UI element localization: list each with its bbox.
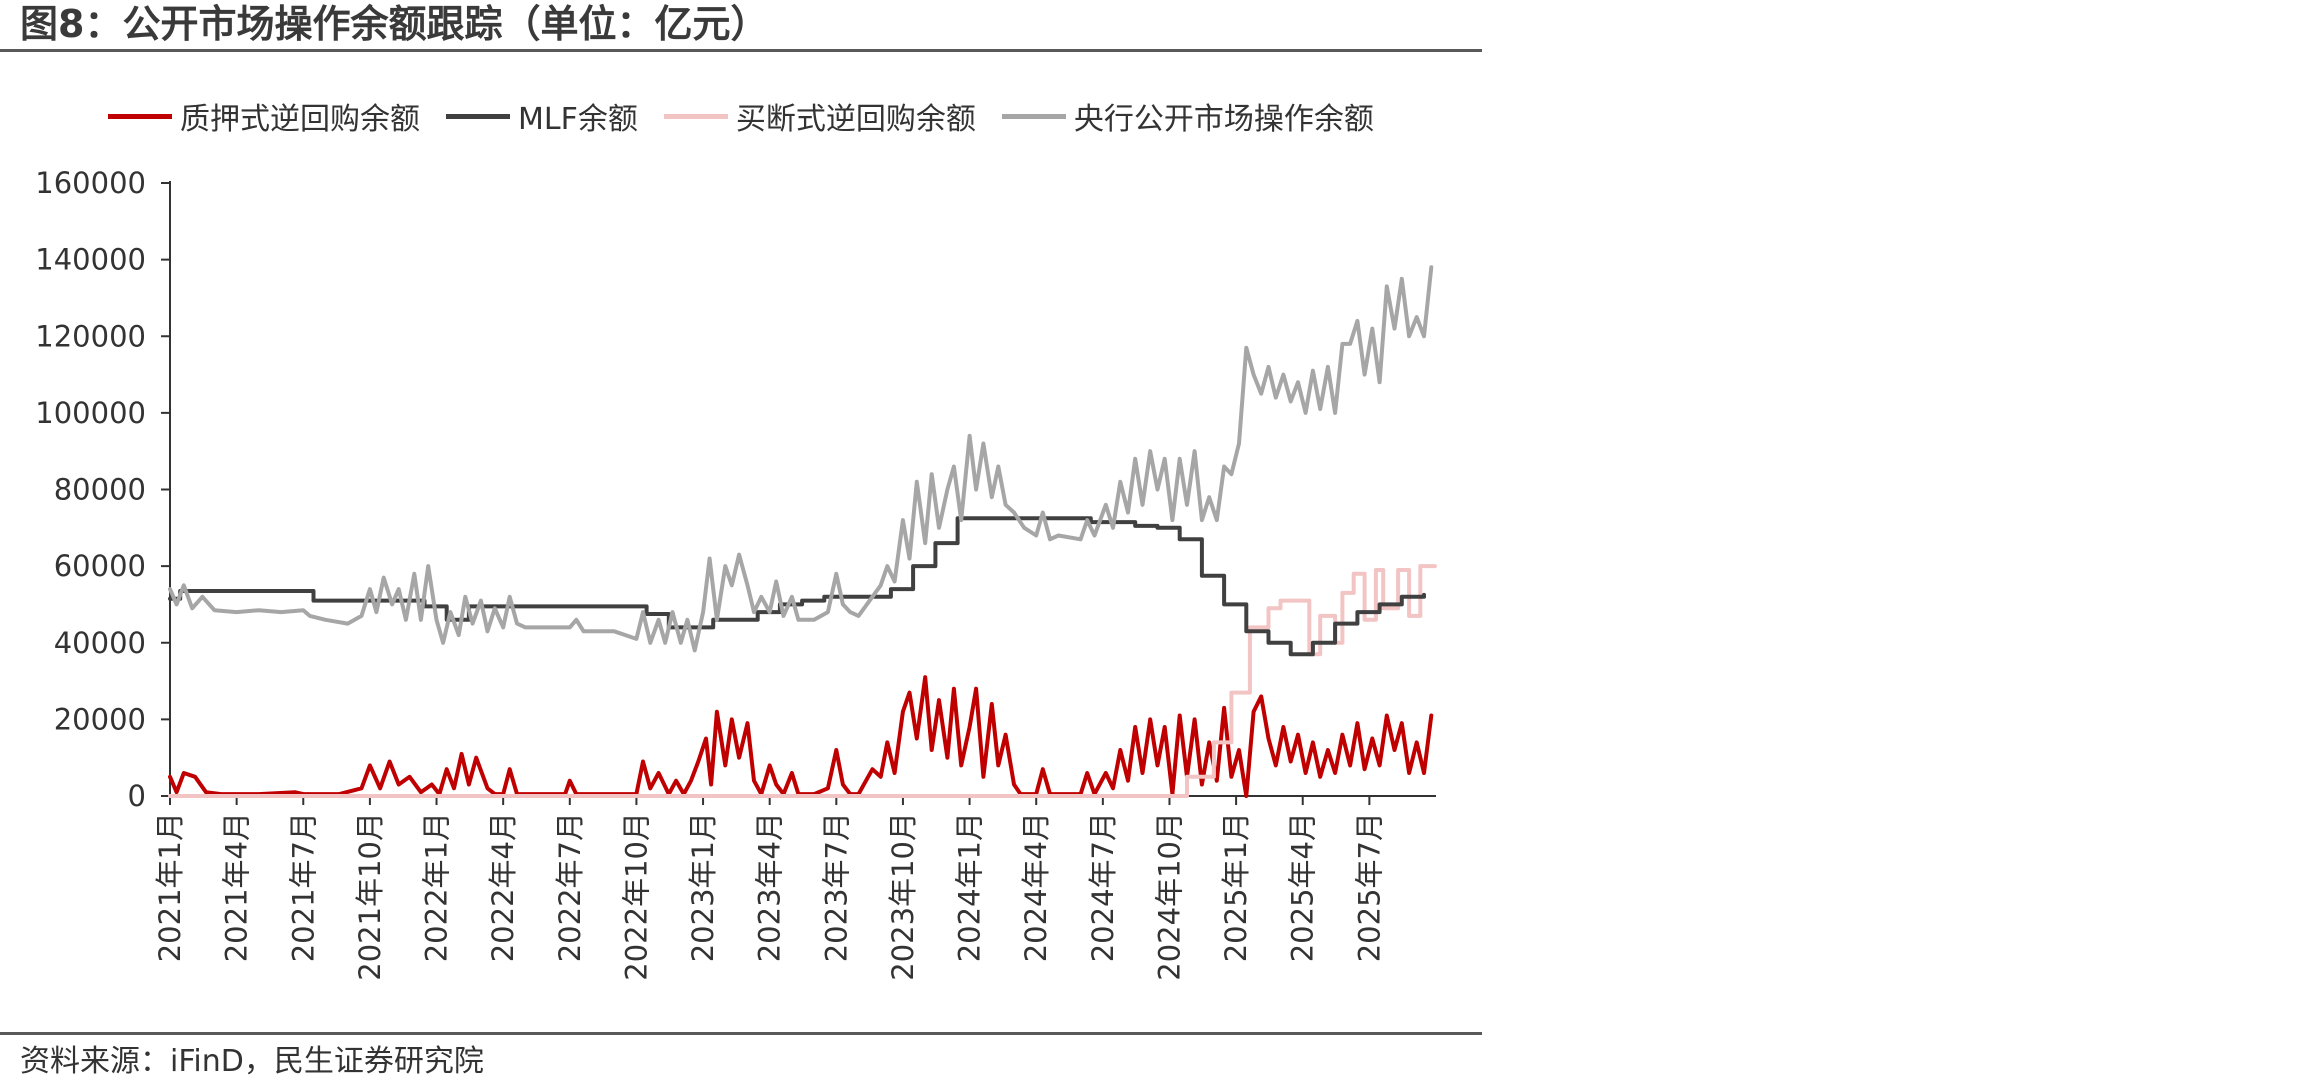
x-tick-label: 2024年4月 bbox=[1019, 812, 1053, 962]
y-tick-label: 160000 bbox=[35, 166, 146, 200]
x-tick-label: 2025年1月 bbox=[1219, 812, 1253, 962]
chart-plot: 0 20000 40000 60000 80000 100000 120000 140000 1… bbox=[35, 166, 1437, 981]
x-tick-label: 2023年10月 bbox=[886, 812, 920, 981]
y-tick-label: 40000 bbox=[54, 626, 146, 660]
legend-item-outright-repo: 买断式逆回购余额 bbox=[663, 94, 976, 138]
legend-label-outright-repo: 买断式逆回购余额 bbox=[735, 102, 976, 137]
x-tick-label: 2024年10月 bbox=[1152, 812, 1186, 981]
x-tick-label: 2021年1月 bbox=[153, 812, 187, 962]
x-tick-label: 2024年7月 bbox=[1086, 812, 1120, 962]
source-divider bbox=[0, 1032, 1482, 1035]
chart-legend: 质押式逆回购余额 MLF余额 买断式逆回购余额 央行公开市场操作余额 bbox=[108, 94, 1400, 138]
x-tick-label: 2025年4月 bbox=[1286, 812, 1320, 962]
x-tick-label: 2021年4月 bbox=[220, 812, 254, 962]
x-tick-label: 2024年1月 bbox=[953, 812, 987, 962]
x-tick-label: 2023年7月 bbox=[819, 812, 853, 962]
y-tick-label: 140000 bbox=[35, 243, 146, 277]
legend-swatch-mlf bbox=[446, 113, 510, 119]
figure-title: 图8：公开市场操作余额跟踪（单位：亿元） bbox=[20, 2, 769, 46]
legend-label-repo: 质押式逆回购余额 bbox=[180, 102, 420, 137]
x-tick-label: 2023年1月 bbox=[686, 812, 720, 962]
legend-swatch-outright-repo bbox=[663, 113, 728, 119]
x-tick-label: 2022年1月 bbox=[420, 812, 454, 962]
x-tick-label: 2021年10月 bbox=[353, 812, 387, 981]
x-tick-label: 2023年4月 bbox=[753, 812, 787, 962]
y-tick-label: 20000 bbox=[54, 702, 146, 736]
source-note: 资料来源：iFinD，民生证券研究院 bbox=[20, 1044, 484, 1079]
legend-item-mlf: MLF余额 bbox=[446, 94, 638, 138]
legend-label-omo-total: 央行公开市场操作余额 bbox=[1073, 102, 1374, 137]
series-line-outright-repo bbox=[168, 564, 1437, 798]
series-line-repo bbox=[168, 675, 1434, 798]
x-tick-label: 2022年10月 bbox=[619, 812, 653, 981]
y-tick-label: 60000 bbox=[54, 549, 146, 583]
y-tick-label: 0 bbox=[128, 779, 146, 813]
legend-swatch-repo bbox=[108, 113, 172, 119]
x-tick-label: 2025年7月 bbox=[1352, 812, 1386, 962]
legend-item-repo: 质押式逆回购余额 bbox=[108, 94, 420, 138]
legend-item-omo-total: 央行公开市场操作余额 bbox=[1001, 94, 1374, 138]
legend-label-mlf: MLF余额 bbox=[518, 102, 638, 137]
y-tick-label: 80000 bbox=[54, 473, 146, 507]
x-tick-label: 2022年4月 bbox=[486, 812, 520, 962]
y-tick-label: 120000 bbox=[35, 319, 146, 353]
series-line-mlf bbox=[168, 516, 1426, 657]
legend-swatch-omo-total bbox=[1001, 113, 1066, 119]
series-line-omo-total bbox=[168, 265, 1434, 653]
title-divider bbox=[0, 49, 1482, 52]
x-tick-label: 2022年7月 bbox=[553, 812, 587, 962]
y-tick-label: 100000 bbox=[35, 396, 146, 430]
x-tick-label: 2021年7月 bbox=[286, 812, 320, 962]
